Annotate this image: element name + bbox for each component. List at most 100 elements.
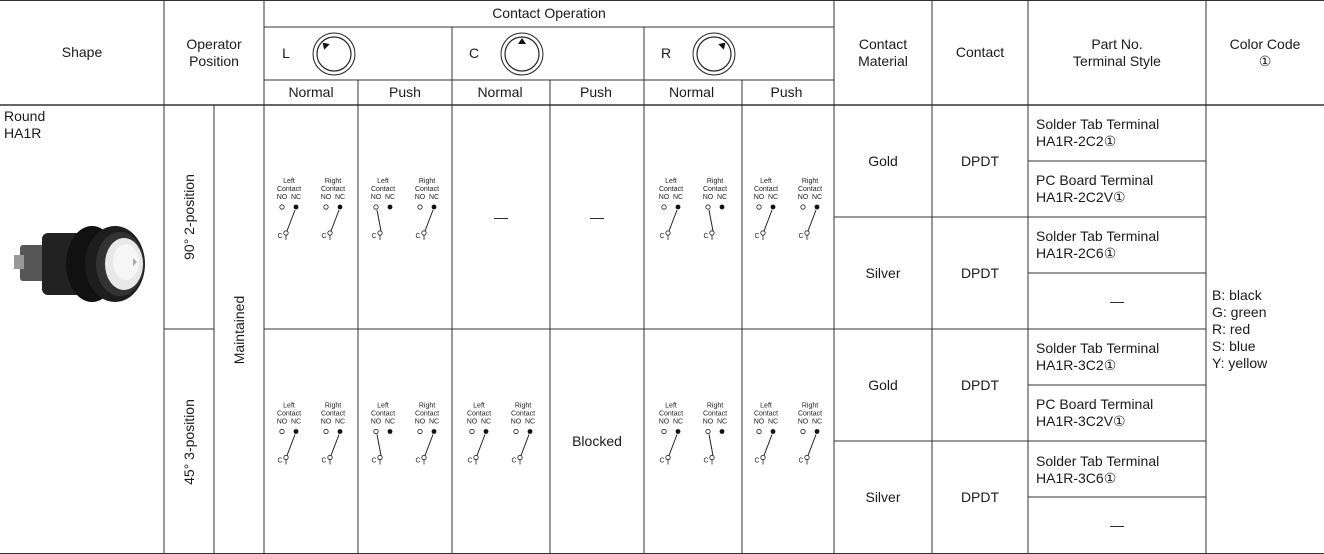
diagram-label: C	[371, 458, 376, 465]
c-terminal	[421, 454, 427, 461]
diagram-label: NC	[673, 194, 683, 201]
contact-operation-header: Contact Operation	[264, 0, 834, 27]
diagram-label: NC	[429, 419, 439, 426]
diagram-label: Contact	[703, 186, 727, 193]
color-header-text: ①	[1258, 52, 1272, 69]
lever	[286, 209, 296, 232]
lever	[807, 209, 817, 232]
diagram-label: NC	[768, 194, 778, 201]
diagram-label: NO	[703, 419, 714, 426]
lever	[668, 434, 678, 456]
push-header: Push	[548, 80, 644, 105]
diagram-label: C	[703, 233, 708, 240]
normal-header: Normal	[452, 80, 548, 105]
part-number-lines: —	[1110, 293, 1124, 310]
nc-terminal	[431, 204, 437, 210]
part-number: —	[1028, 273, 1206, 329]
lever	[807, 434, 817, 456]
contact-material-text: Silver	[865, 489, 901, 506]
diagram-label: Contact	[415, 411, 439, 418]
part-number-text: HA1R-2C2①	[1036, 133, 1117, 149]
diagram-label: Contact	[659, 411, 683, 418]
part-number-text: HA1R-3C2①	[1036, 357, 1117, 374]
part-number-lines: —	[1110, 517, 1124, 534]
nc-terminal	[337, 429, 343, 434]
no-terminal	[513, 428, 519, 435]
contact-material-lines: Silver	[865, 489, 900, 506]
shape-header: Shape	[0, 0, 164, 105]
contact-type-lines: DPDT	[961, 153, 999, 170]
diagram-label: NO	[277, 419, 288, 426]
diagram-label: Contact	[511, 411, 535, 418]
contact-operation-header-text: Contact Operation	[492, 5, 606, 21]
position-label: R	[661, 45, 671, 61]
c-push-lines: Blocked	[572, 433, 622, 450]
part-number: PC Board Terminal HA1R-2C2V①	[1028, 161, 1206, 217]
part-number: Solder Tab Terminal HA1R-3C2①	[1028, 329, 1206, 385]
nc-terminal	[293, 429, 299, 434]
c-terminal	[665, 454, 671, 461]
lever	[763, 434, 773, 456]
contact-material-lines: Gold	[868, 153, 898, 170]
operator-header-lines: Operator Position	[164, 36, 264, 70]
part-number-lines: Solder Tab Terminal HA1R-2C2①	[1036, 116, 1159, 150]
c-terminal	[377, 454, 383, 461]
no-terminal	[756, 428, 762, 435]
diagram-label: Contact	[754, 186, 778, 193]
color-header-text: Color Code	[1229, 35, 1301, 52]
dial-pointer	[718, 42, 726, 50]
part-number-lines: PC Board Terminal HA1R-2C2V①	[1036, 172, 1153, 206]
diagram-label: NC	[673, 419, 683, 426]
diagram-label: NC	[385, 419, 395, 426]
diagram-label: C	[754, 458, 759, 465]
c-terminal	[709, 230, 715, 236]
product-shape: Round HA1R	[0, 108, 164, 148]
lever	[708, 434, 714, 456]
diagram-label: C	[415, 458, 420, 465]
push-header-lines: Push	[389, 84, 421, 101]
nc-terminal	[814, 429, 820, 434]
diagram-label: Right	[707, 403, 723, 410]
diagram-label: Contact	[321, 411, 345, 418]
normal-header-lines: Normal	[477, 84, 522, 101]
no-terminal	[756, 204, 762, 210]
diagram-label: NC	[812, 194, 822, 201]
diagram-label: C	[703, 458, 708, 465]
c-terminal	[283, 454, 289, 461]
diagram-label: C	[371, 233, 376, 240]
c-terminal	[760, 230, 766, 236]
contact-type-text: DPDT	[960, 264, 1000, 281]
mode-label: Maintained	[231, 295, 247, 365]
diagram-label: NO	[415, 194, 426, 201]
diagram-label: NC	[291, 419, 301, 426]
part-number: Solder Tab Terminal HA1R-3C6①	[1028, 442, 1206, 498]
diagram-label: Right	[707, 178, 723, 185]
operator-header-text: Operator Position	[186, 35, 242, 69]
diagram-label: NO	[371, 419, 382, 426]
contact-material-text: Gold	[868, 152, 898, 169]
operator-header: Operator Position	[164, 0, 264, 105]
push-header-text: Push	[770, 84, 803, 100]
part-number-text: —	[1110, 517, 1124, 534]
diagram-label: NO	[467, 419, 478, 426]
no-terminal	[800, 204, 806, 210]
part-number-text: HA1R-3C2V①	[1036, 413, 1126, 430]
push-header-text: Push	[580, 84, 612, 100]
diagram-label: Right	[802, 403, 818, 410]
lever	[424, 209, 434, 232]
diagram-label: Contact	[798, 186, 822, 193]
no-terminal	[323, 204, 329, 210]
part-number-text: Solder Tab Terminal	[1036, 340, 1160, 357]
normal-header: Normal	[264, 80, 358, 105]
diagram-label: Contact	[321, 186, 345, 193]
dial-inner	[696, 36, 732, 72]
diagram-label: Left	[283, 178, 295, 185]
color-codes-lines: B: black G: green R: red S: blue Y: yellow	[1212, 287, 1267, 372]
diagram-label: NC	[717, 419, 727, 426]
diagram-label: NC	[429, 194, 439, 201]
diagram-label: Right	[515, 403, 531, 410]
